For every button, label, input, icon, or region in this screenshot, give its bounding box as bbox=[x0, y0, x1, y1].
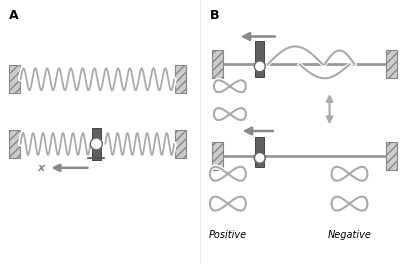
Circle shape bbox=[90, 138, 102, 150]
Bar bbox=[212, 142, 224, 170]
Bar bbox=[386, 50, 397, 78]
Bar bbox=[9, 130, 20, 158]
Bar bbox=[9, 65, 20, 93]
Text: B: B bbox=[210, 9, 220, 22]
Bar bbox=[386, 142, 397, 170]
Text: Negative: Negative bbox=[328, 230, 372, 241]
Bar bbox=[92, 128, 101, 160]
Bar bbox=[174, 65, 186, 93]
Text: x: x bbox=[37, 163, 44, 173]
Bar bbox=[255, 41, 264, 77]
Text: Positive: Positive bbox=[209, 230, 247, 241]
Text: A: A bbox=[9, 9, 18, 22]
Bar bbox=[174, 130, 186, 158]
Circle shape bbox=[254, 152, 265, 163]
Bar bbox=[255, 137, 264, 167]
Bar bbox=[212, 50, 224, 78]
Circle shape bbox=[254, 61, 265, 72]
